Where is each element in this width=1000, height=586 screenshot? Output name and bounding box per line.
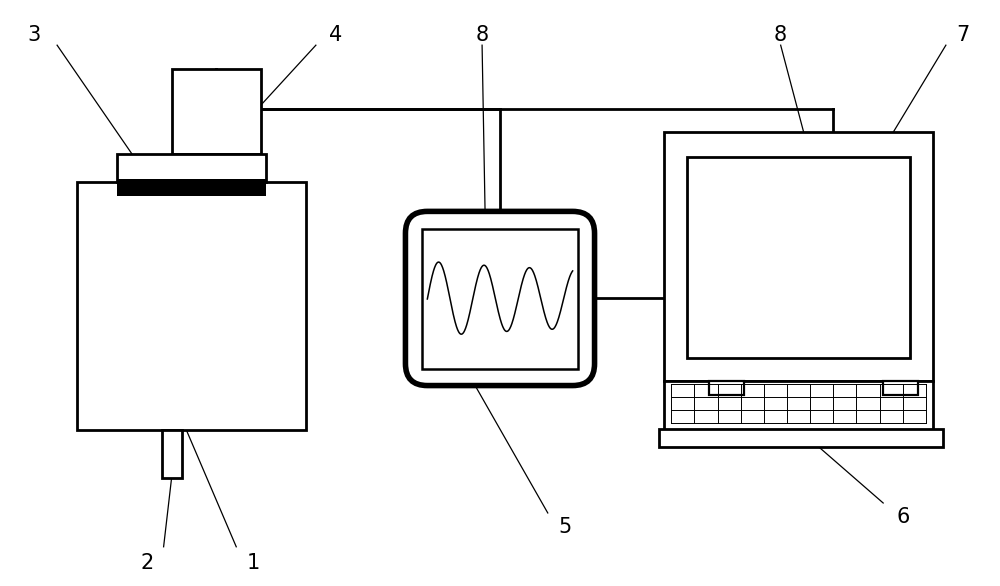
Bar [664,132,933,380]
Bar [162,430,182,478]
Bar [422,229,578,369]
Text: 2: 2 [140,553,153,573]
Bar [659,430,943,447]
Bar [117,179,266,196]
Text: 1: 1 [247,553,260,573]
Text: 6: 6 [896,507,910,527]
Text: 7: 7 [956,25,969,45]
Bar [117,154,266,182]
Bar [172,69,261,154]
Bar [77,182,306,430]
Bar [709,380,744,394]
Text: 4: 4 [329,25,342,45]
Text: 8: 8 [774,25,787,45]
FancyBboxPatch shape [405,212,595,386]
Bar [687,156,910,357]
Text: 8: 8 [476,25,489,45]
Text: 5: 5 [558,517,571,537]
Bar [883,380,918,394]
Bar [664,380,933,430]
Text: 3: 3 [28,25,41,45]
